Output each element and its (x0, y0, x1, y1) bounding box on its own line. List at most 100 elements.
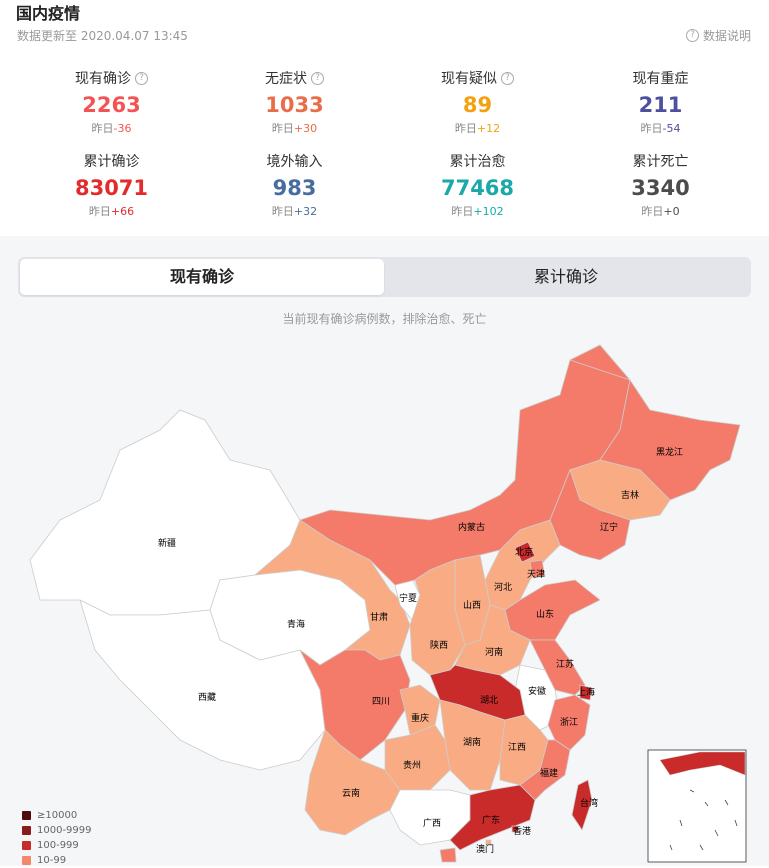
china-map: 新疆 西藏 青海 甘肃 宁夏 内蒙古 黑龙江 吉林 辽宁 北京 天津 河北 山西… (29, 344, 747, 863)
legend-label: 10-99 (37, 855, 67, 866)
label-gansu: 甘肃 (370, 611, 388, 623)
stat-change: -54 (662, 122, 681, 135)
province-guizhou[interactable] (384, 724, 451, 791)
tab-total-confirmed[interactable]: 累计确诊 (533, 267, 598, 286)
label-yunnan: 云南 (342, 787, 360, 799)
stat-change: +66 (110, 205, 135, 218)
label-aomen: 澳门 (476, 843, 494, 855)
province-beijing[interactable] (514, 541, 536, 563)
stat-change: +102 (473, 205, 504, 218)
province-xianggang[interactable] (511, 825, 519, 833)
stat-value: 77468 (440, 176, 515, 200)
label-xianggang: 香港 (513, 825, 531, 837)
label-guangdong: 广东 (482, 814, 500, 826)
province-tianjin[interactable] (529, 559, 546, 579)
stat-label: 累计治愈 (449, 154, 506, 170)
tab-current-confirmed[interactable]: 现有确诊 (20, 259, 384, 295)
label-taiwan: 台湾 (580, 797, 598, 809)
stat-total-confirmed: 累计确诊 83071 昨日+66 (20, 151, 203, 219)
stat-change-prefix: 昨日 (454, 122, 477, 135)
label-shanghai: 上海 (577, 686, 595, 698)
province-aomen[interactable] (485, 839, 492, 846)
label-hebei: 河北 (494, 581, 512, 593)
stat-label: 现有疑似 (441, 71, 497, 87)
stat-current-confirmed: 现有确诊? 2263 昨日-36 (20, 68, 203, 136)
stat-value: 3340 (631, 176, 690, 200)
label-shandong: 山东 (536, 608, 554, 620)
stat-severe: 现有重症 211 昨日-54 (569, 68, 752, 136)
data-explain-link[interactable]: ? 数据说明 (685, 27, 751, 44)
stat-label: 累计确诊 (83, 154, 140, 170)
label-xizang: 西藏 (198, 691, 216, 703)
legend-label: 1000-9999 (37, 825, 92, 836)
label-shanxi: 山西 (463, 600, 481, 611)
stat-suspected: 现有疑似? 89 昨日+12 (386, 68, 569, 136)
stat-change-prefix: 昨日 (271, 205, 294, 218)
info-icon[interactable]: ? (501, 71, 514, 85)
stat-change-prefix: 昨日 (640, 122, 663, 135)
province-yunnan[interactable] (304, 729, 401, 836)
stat-value: 2263 (82, 93, 141, 117)
stat-change-prefix: 昨日 (88, 205, 111, 218)
legend-item[interactable]: ≥10000 (22, 808, 92, 823)
label-qinghai: 青海 (287, 618, 305, 630)
province-guangdong[interactable] (449, 784, 536, 851)
info-icon[interactable]: ? (135, 71, 148, 85)
stat-asymptomatic: 无症状? 1033 昨日+30 (203, 68, 386, 136)
map-legend: ≥10000 1000-9999 100-999 10-99 (22, 808, 92, 868)
summary-panel: 国内疫情 数据更新至 2020.04.07 13:45 ? 数据说明 现有确诊?… (0, 0, 769, 236)
stat-change: +0 (663, 205, 680, 218)
info-icon[interactable]: ? (311, 71, 324, 85)
stat-change-prefix: 昨日 (271, 122, 294, 135)
legend-item[interactable]: 1000-9999 (22, 823, 92, 838)
south-china-sea-inset (647, 749, 747, 863)
stat-label: 现有重症 (632, 71, 689, 87)
label-jiangxi: 江西 (508, 742, 526, 753)
legend-item[interactable]: 100-999 (22, 838, 92, 853)
legend-swatch (22, 811, 31, 820)
stat-imported: 境外输入 983 昨日+32 (203, 151, 386, 219)
data-explain-label: 数据说明 (702, 29, 751, 43)
label-anhui: 安徽 (528, 685, 546, 697)
province-heilongjiang[interactable] (568, 344, 741, 501)
label-tianjin: 天津 (527, 569, 545, 580)
label-jilin: 吉林 (621, 489, 639, 501)
stat-change: +30 (293, 122, 318, 135)
legend-swatch (22, 841, 31, 850)
update-time: 数据更新至 2020.04.07 13:45 (17, 29, 188, 43)
label-chongqing: 重庆 (411, 712, 429, 724)
label-liaoning: 辽宁 (600, 521, 618, 533)
stat-label: 无症状 (265, 71, 307, 87)
province-zhejiang[interactable] (547, 694, 591, 751)
province-fujian[interactable] (519, 739, 571, 801)
stat-value: 1033 (265, 93, 324, 117)
label-ningxia: 宁夏 (399, 592, 417, 604)
page-title: 国内疫情 (16, 4, 81, 23)
label-fujian: 福建 (540, 767, 558, 779)
province-shanghai[interactable] (579, 684, 593, 701)
stat-value: 83071 (74, 176, 149, 200)
stat-change-prefix: 昨日 (91, 122, 114, 135)
label-guangxi: 广西 (423, 817, 441, 829)
legend-swatch (22, 856, 31, 865)
legend-item[interactable]: 10-99 (22, 853, 92, 868)
stat-value: 983 (272, 176, 317, 200)
label-hubei: 湖北 (480, 695, 498, 706)
stat-change-prefix: 昨日 (451, 205, 474, 218)
stat-label: 累计死亡 (632, 154, 689, 170)
map-note: 当前现有确诊病例数，排除治愈、死亡 (282, 312, 487, 326)
stat-change: -36 (113, 122, 132, 135)
label-shaanxi: 陕西 (430, 639, 448, 651)
province-hainan[interactable] (439, 847, 457, 863)
label-guizhou: 贵州 (403, 759, 421, 771)
legend-label: 100-999 (37, 840, 79, 851)
label-heilongjiang: 黑龙江 (656, 446, 683, 458)
map-tabs: 现有确诊 累计确诊 (18, 257, 751, 297)
stat-change: +12 (476, 122, 501, 135)
label-beijing: 北京 (515, 546, 533, 558)
province-labels: 新疆 西藏 青海 甘肃 宁夏 内蒙古 黑龙江 吉林 辽宁 北京 天津 河北 山西… (158, 446, 683, 855)
legend-label: ≥10000 (37, 810, 78, 821)
label-hunan: 湖南 (463, 736, 481, 748)
label-henan: 河南 (485, 646, 503, 658)
province-taiwan[interactable] (571, 779, 593, 831)
